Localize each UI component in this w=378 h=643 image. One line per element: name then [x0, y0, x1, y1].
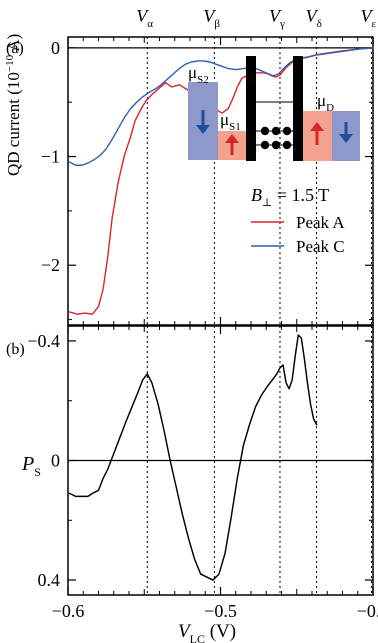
electron-dot [282, 126, 292, 136]
mu-s2-label: μS2 [188, 63, 209, 86]
top-threshold-sub: γ [279, 18, 285, 30]
x-tick-label: −0.6 [52, 601, 85, 621]
energy-diagram-inset: μS2 μS1 μD [188, 56, 360, 161]
x-axis-label: VLC (V) [178, 621, 236, 643]
legend-label-2: Peak C [296, 237, 345, 256]
electron-dot [271, 140, 281, 150]
top-threshold-main: V [136, 6, 149, 26]
panel-label-b: (b) [6, 341, 25, 358]
legend: Peak A Peak C [251, 213, 345, 256]
x-tick-label: −0.5 [204, 601, 237, 621]
top-threshold-main: V [269, 6, 282, 26]
electron-dot [260, 126, 270, 136]
electron-dot [271, 126, 281, 136]
mu-s1-label: μS1 [220, 110, 241, 133]
drain-spin-up-arrow-head [310, 122, 324, 131]
electron-dot [260, 140, 270, 150]
top-threshold-labels: Vα Vβ Vγ Vδ Vε [136, 6, 376, 30]
top-series-line-peak-c [68, 47, 374, 166]
electron-dot [282, 140, 292, 150]
top-threshold-main: V [306, 6, 319, 26]
right-barrier [293, 56, 303, 161]
bottom-series-line-polarization [68, 334, 318, 581]
top-y-tick-label: −1 [41, 147, 60, 167]
legend-label-1: Peak A [296, 213, 345, 232]
drain-spin-down-arrow-head [339, 134, 353, 143]
left-barrier [246, 56, 256, 161]
bottom-y-axis-label: PS [21, 453, 41, 479]
bottom-panel: −0.4 0 0.4 −0.6 −0.5 −0.4 [27, 325, 378, 621]
top-y-axis-label: QD current (10−10 A) [4, 34, 23, 176]
top-threshold-sub: δ [317, 18, 322, 30]
top-threshold-sub: ε [371, 18, 376, 30]
top-threshold-sub: α [147, 18, 153, 30]
spin-down-arrow-head [196, 125, 210, 134]
top-threshold-label-4: Vδ [306, 6, 322, 30]
top-y-tick-label: −2 [41, 255, 60, 275]
magnetic-field-label: B⊥ = 1.5 T [251, 185, 329, 209]
mu-d-label: μD [317, 91, 334, 114]
top-threshold-label-3: Vγ [269, 6, 285, 30]
panel-label-a: (a) [6, 40, 24, 57]
bottom-y-tick-label: 0.4 [38, 570, 61, 590]
bottom-y-tick-label: −0.4 [27, 331, 60, 351]
bottom-y-tick-label: 0 [51, 451, 60, 471]
spin-up-arrow-head [225, 134, 239, 143]
top-threshold-label-2: Vβ [203, 6, 220, 30]
x-tick-label: −0.4 [357, 601, 378, 621]
top-threshold-label-1: Vα [136, 6, 153, 30]
top-threshold-label-5: Vε [360, 6, 376, 30]
top-y-tick-label: 0 [51, 38, 60, 58]
top-threshold-main: V [203, 6, 216, 26]
top-threshold-main: V [360, 6, 373, 26]
top-threshold-sub: β [214, 18, 220, 30]
